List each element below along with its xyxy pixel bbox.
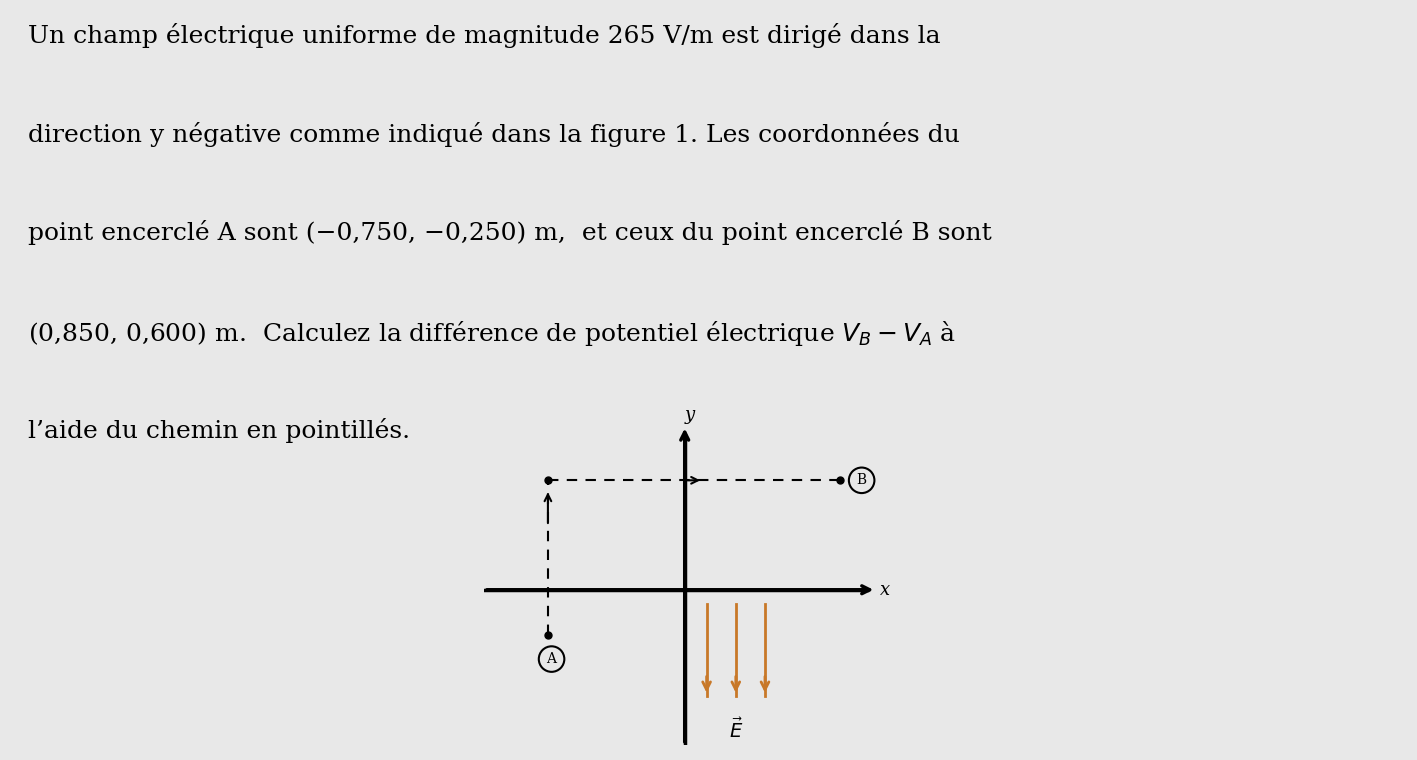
Text: $\vec{E}$: $\vec{E}$ [728,717,743,742]
Text: Un champ électrique uniforme de magnitude 265 V/m est dirigé dans la: Un champ électrique uniforme de magnitud… [28,23,941,48]
Text: x: x [880,581,890,599]
Text: A: A [547,652,557,666]
Text: direction y négative comme indiqué dans la figure 1. Les coordonnées du: direction y négative comme indiqué dans … [28,122,961,147]
Text: B: B [857,473,867,487]
Text: (0,850, 0,600) m.  Calculez la différence de potentiel électrique $V_B - V_A$ à: (0,850, 0,600) m. Calculez la différence… [28,319,956,348]
Text: y: y [686,406,696,424]
Text: point encerclé A sont (−0,750, −0,250) m,  et ceux du point encerclé B sont: point encerclé A sont (−0,750, −0,250) m… [28,220,992,245]
Text: l’aide du chemin en pointillés.: l’aide du chemin en pointillés. [28,418,411,443]
